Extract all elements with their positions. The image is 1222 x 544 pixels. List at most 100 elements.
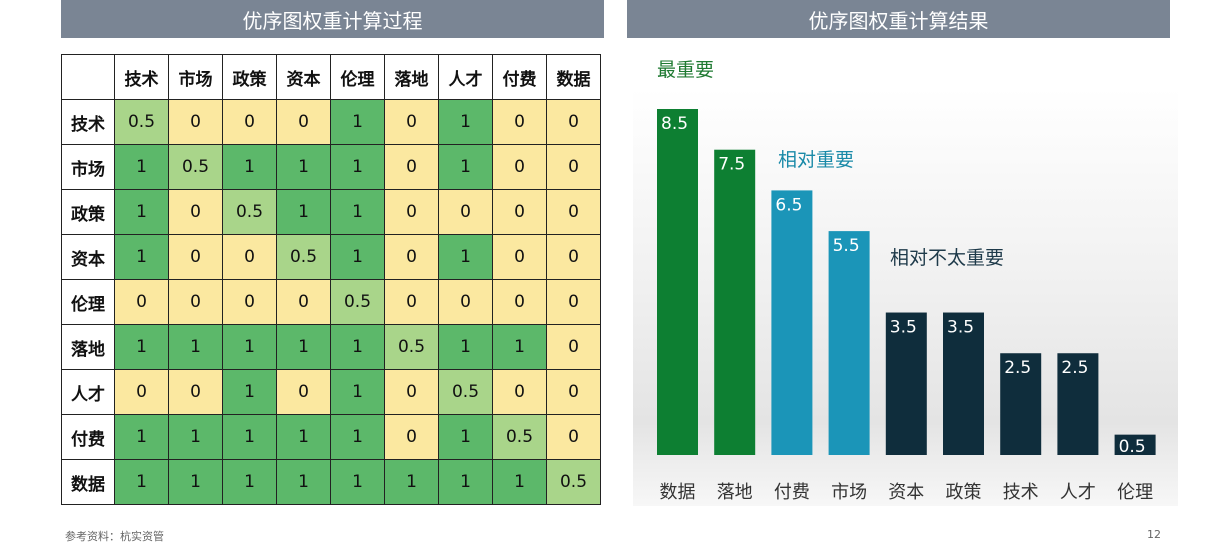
- source-note: 参考资料：杭实资管: [65, 530, 164, 543]
- matrix-cell: 1: [438, 99, 493, 145]
- matrix-cell: 1: [330, 459, 385, 505]
- matrix-row: 付费 1 1 1 1 1 0 1 0.5 0: [61, 414, 601, 460]
- matrix-cell: 1: [492, 324, 547, 370]
- matrix-col-header: 落地: [384, 54, 439, 100]
- matrix-corner-cell: [61, 54, 115, 100]
- matrix-row: 技术 0.5 0 0 0 1 0 1 0 0: [61, 99, 601, 145]
- priority-matrix-table: 技术 市场 政策 资本 伦理 落地 人才 付费 数据 技术 0.5 0 0 0 1 0 1 0 0 市场 1 0.5 1 1…: [61, 54, 601, 505]
- matrix-cell: 1: [492, 459, 547, 505]
- matrix-cell: 0.5: [168, 144, 223, 190]
- matrix-cell: 1: [330, 324, 385, 370]
- matrix-row: 人才 0 0 1 0 1 0 0.5 0 0: [61, 369, 601, 415]
- matrix-cell: 1: [276, 144, 331, 190]
- matrix-cell: 0: [384, 144, 439, 190]
- matrix-cell: 0: [492, 234, 547, 280]
- matrix-cell: 1: [438, 144, 493, 190]
- matrix-cell: 0.5: [276, 234, 331, 280]
- matrix-cell: 0: [114, 369, 169, 415]
- matrix-cell: 0: [438, 279, 493, 325]
- matrix-cell: 0: [546, 234, 601, 280]
- matrix-cell: 1: [168, 459, 223, 505]
- category-label: 伦理: [1117, 482, 1153, 503]
- bar-4: [885, 312, 927, 455]
- matrix-cell: 1: [330, 99, 385, 145]
- matrix-cell: 0.5: [114, 99, 169, 145]
- bar-2: [771, 190, 813, 455]
- matrix-cell: 1: [222, 369, 277, 415]
- annotation-less-important: 相对不太重要: [890, 247, 1005, 269]
- matrix-row: 数据 1 1 1 1 1 1 1 1 0.5: [61, 459, 601, 505]
- bar-0: [657, 109, 698, 455]
- matrix-col-header: 技术: [114, 54, 169, 100]
- matrix-cell: 0: [276, 99, 331, 145]
- annotation-relatively-important: 相对重要: [778, 149, 855, 171]
- matrix-col-header: 资本: [276, 54, 331, 100]
- bar-3: [828, 231, 870, 455]
- bar-value-label: 2.5: [1061, 358, 1088, 378]
- matrix-cell: 1: [438, 324, 493, 370]
- annotation-most-important: 最重要: [657, 59, 715, 81]
- matrix-cell: 1: [384, 459, 439, 505]
- matrix-row-header: 付费: [61, 414, 115, 460]
- matrix-col-header: 政策: [222, 54, 277, 100]
- matrix-col-header: 数据: [546, 54, 601, 100]
- matrix-cell: 1: [114, 324, 169, 370]
- matrix-cell: 0: [546, 279, 601, 325]
- matrix-cell: 0: [276, 279, 331, 325]
- matrix-cell: 1: [114, 459, 169, 505]
- bar-value-label: 6.5: [775, 195, 802, 215]
- matrix-cell: 0: [546, 369, 601, 415]
- category-label: 市场: [831, 482, 867, 503]
- matrix-cell: 0: [546, 99, 601, 145]
- matrix-cell: 0.5: [438, 369, 493, 415]
- bar-8: [1114, 434, 1156, 455]
- category-label: 落地: [717, 482, 753, 503]
- matrix-cell: 1: [114, 189, 169, 235]
- bar-value-label: 2.5: [1004, 358, 1031, 378]
- matrix-row-header: 技术: [61, 99, 115, 145]
- matrix-cell: 0.5: [330, 279, 385, 325]
- matrix-cell: 0: [168, 234, 223, 280]
- matrix-cell: 0: [276, 369, 331, 415]
- matrix-body: 技术 0.5 0 0 0 1 0 1 0 0 市场 1 0.5 1 1 1 0 1 0 0 政策 1 0 0.5 1 1 0 0 0 0 资…: [61, 99, 601, 505]
- matrix-cell: 0: [438, 189, 493, 235]
- matrix-cell: 1: [114, 234, 169, 280]
- page-number: 12: [1147, 528, 1161, 541]
- matrix-row-header: 市场: [61, 144, 115, 190]
- matrix-cell: 0: [384, 234, 439, 280]
- matrix-cell: 1: [114, 414, 169, 460]
- matrix-cell: 1: [438, 234, 493, 280]
- matrix-panel-title: 优序图权重计算过程: [61, 0, 604, 38]
- matrix-cell: 0: [546, 189, 601, 235]
- bar-value-label: 7.5: [718, 155, 745, 175]
- result-panel-title: 优序图权重计算结果: [627, 0, 1170, 38]
- matrix-row-header: 资本: [61, 234, 115, 280]
- bar-value-label: 3.5: [947, 318, 974, 338]
- bar-5: [943, 312, 984, 455]
- matrix-row: 落地 1 1 1 1 1 0.5 1 1 0: [61, 324, 601, 370]
- matrix-col-header: 付费: [492, 54, 547, 100]
- matrix-cell: 0: [222, 279, 277, 325]
- bar-value-label: 5.5: [833, 236, 860, 256]
- bar-6: [1000, 353, 1042, 455]
- matrix-cell: 0: [168, 189, 223, 235]
- matrix-cell: 1: [330, 189, 385, 235]
- bar-value-label: 8.5: [661, 114, 688, 134]
- matrix-cell: 1: [222, 414, 277, 460]
- matrix-cell: 0: [492, 144, 547, 190]
- matrix-cell: 0: [168, 99, 223, 145]
- matrix-cell: 0: [384, 279, 439, 325]
- matrix-row-header: 落地: [61, 324, 115, 370]
- matrix-row-header: 人才: [61, 369, 115, 415]
- matrix-cell: 0: [492, 369, 547, 415]
- category-label: 数据: [660, 482, 696, 503]
- matrix-cell: 1: [276, 459, 331, 505]
- category-label: 政策: [946, 482, 982, 503]
- matrix-cell: 1: [330, 414, 385, 460]
- matrix-cell: 1: [438, 414, 493, 460]
- bar-value-label: 0.5: [1119, 437, 1146, 457]
- matrix-col-header: 伦理: [330, 54, 385, 100]
- bar-value-label: 3.5: [890, 318, 917, 338]
- matrix-cell: 0: [384, 414, 439, 460]
- matrix-row-header: 伦理: [61, 279, 115, 325]
